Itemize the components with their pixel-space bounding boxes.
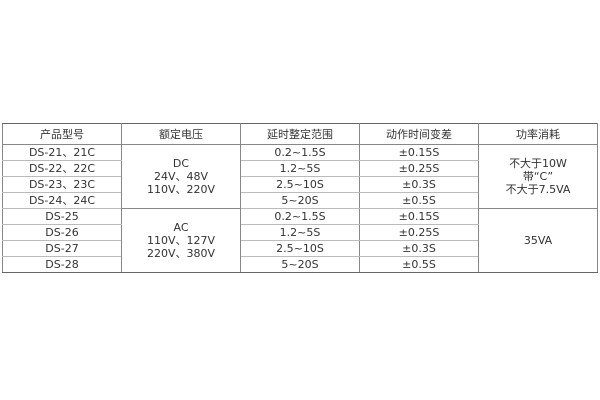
variance-cell: ±0.25S <box>359 160 479 177</box>
table-row: DS-27 2.5~10S ±0.3S <box>2 240 598 257</box>
range-cell: 0.2~1.5S <box>240 144 360 161</box>
model-cell: DS-23、23C <box>2 176 122 193</box>
power-line: 带“C” <box>522 170 554 183</box>
voltage-line: 110V、220V <box>146 183 216 196</box>
range-cell: 1.2~5S <box>240 224 360 241</box>
range-cell: 5~20S <box>240 192 360 209</box>
model-cell: DS-22、22C <box>2 160 122 177</box>
voltage-line: DC <box>172 157 190 170</box>
model-cell: DS-24、24C <box>2 192 122 209</box>
table-row: DS-25 AC 110V、127V 220V、380V 0.2~1.5S ±0… <box>2 208 598 273</box>
voltage-cell: AC 110V、127V 220V、380V <box>121 208 241 273</box>
variance-cell: ±0.5S <box>359 256 479 273</box>
model-cell: DS-25 <box>2 208 122 225</box>
variance-cell: ±0.15S <box>359 208 479 225</box>
header-range: 延时整定范围 <box>240 123 360 145</box>
range-cell: 5~20S <box>240 256 360 273</box>
power-line: 不大于7.5VA <box>505 183 571 196</box>
variance-cell: ±0.3S <box>359 240 479 257</box>
variance-cell: ±0.5S <box>359 192 479 209</box>
voltage-line: AC <box>173 221 189 234</box>
header-voltage: 额定电压 <box>121 123 241 145</box>
table-row: DS-24、24C 5~20S ±0.5S <box>2 192 598 209</box>
range-cell: 2.5~10S <box>240 176 360 193</box>
model-cell: DS-27 <box>2 240 122 257</box>
voltage-line: 24V、48V <box>153 170 209 183</box>
model-cell: DS-28 <box>2 256 122 273</box>
range-cell: 2.5~10S <box>240 240 360 257</box>
range-cell: 0.2~1.5S <box>240 208 360 225</box>
range-cell: 1.2~5S <box>240 160 360 177</box>
model-cell: DS-21、21C <box>2 144 122 161</box>
model-cell: DS-26 <box>2 224 122 241</box>
table-row: DS-26 1.2~5S ±0.25S <box>2 224 598 241</box>
variance-cell: ±0.15S <box>359 144 479 161</box>
header-power: 功率消耗 <box>478 123 598 145</box>
power-line: 不大于10W <box>509 157 567 170</box>
table-row: DS-28 5~20S ±0.5S <box>2 256 598 273</box>
variance-cell: ±0.3S <box>359 176 479 193</box>
voltage-cell: DC 24V、48V 110V、220V <box>121 144 241 209</box>
header-model: 产品型号 <box>2 123 122 145</box>
header-variance: 动作时间变差 <box>359 123 479 145</box>
table-row: DS-21、21C DC 24V、48V 110V、220V 0.2~1.5S … <box>2 144 598 209</box>
spec-table: 产品型号 额定电压 延时整定范围 动作时间变差 功率消耗 DS-21、21C D… <box>2 123 598 273</box>
voltage-line: 110V、127V <box>146 234 216 247</box>
table-row: DS-22、22C 1.2~5S ±0.25S <box>2 160 598 177</box>
power-cell: 35VA <box>478 208 598 273</box>
header-row: 产品型号 额定电压 延时整定范围 动作时间变差 功率消耗 <box>2 123 598 145</box>
variance-cell: ±0.25S <box>359 224 479 241</box>
power-cell: 不大于10W 带“C” 不大于7.5VA <box>478 144 598 209</box>
voltage-line: 220V、380V <box>146 247 216 260</box>
table-row: DS-23、23C 2.5~10S ±0.3S <box>2 176 598 193</box>
power-line: 35VA <box>523 234 553 247</box>
